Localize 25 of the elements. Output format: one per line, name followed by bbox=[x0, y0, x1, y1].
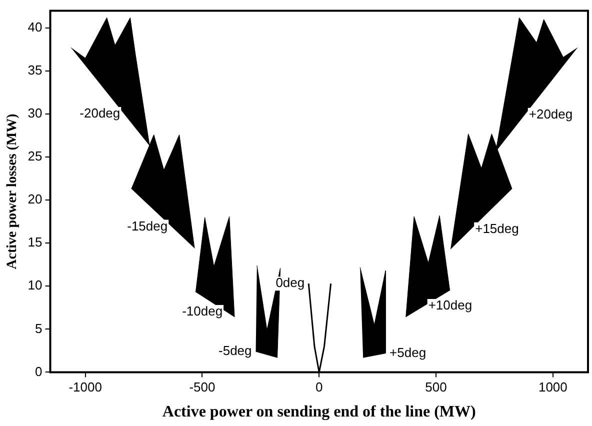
annotation: +20deg bbox=[528, 106, 573, 122]
annotation: -10deg bbox=[182, 304, 223, 319]
y-tick-label: 0 bbox=[35, 364, 42, 379]
x-tick-label: 1000 bbox=[538, 380, 568, 395]
x-tick-label: -500 bbox=[189, 380, 216, 395]
x-tick-label: 500 bbox=[425, 380, 447, 395]
y-tick-label: 25 bbox=[28, 148, 42, 164]
annotation: -15deg bbox=[127, 218, 168, 234]
y-tick-label: 40 bbox=[28, 20, 42, 35]
annotation: +15deg bbox=[475, 220, 519, 236]
y-tick-label: 20 bbox=[28, 192, 42, 207]
annotation: +5deg bbox=[390, 344, 426, 360]
y-tick-label: 5 bbox=[35, 320, 42, 336]
annotation: -20deg bbox=[80, 106, 120, 121]
annotation: -5deg bbox=[218, 343, 252, 358]
y-tick-label: 35 bbox=[28, 62, 42, 78]
y-axis-title: Active power losses (MW) bbox=[5, 113, 20, 270]
y-tick-label: 10 bbox=[28, 278, 42, 293]
y-tick-label: 15 bbox=[28, 234, 42, 250]
y-tick-label: 30 bbox=[28, 106, 42, 121]
x-tick-label: 0 bbox=[316, 380, 323, 395]
x-axis-title: Active power on sending end of the line (MW) bbox=[162, 404, 476, 421]
x-tick-label: -1000 bbox=[68, 380, 102, 395]
annotation: +10deg bbox=[428, 298, 472, 313]
annotation: 0deg bbox=[276, 275, 305, 290]
